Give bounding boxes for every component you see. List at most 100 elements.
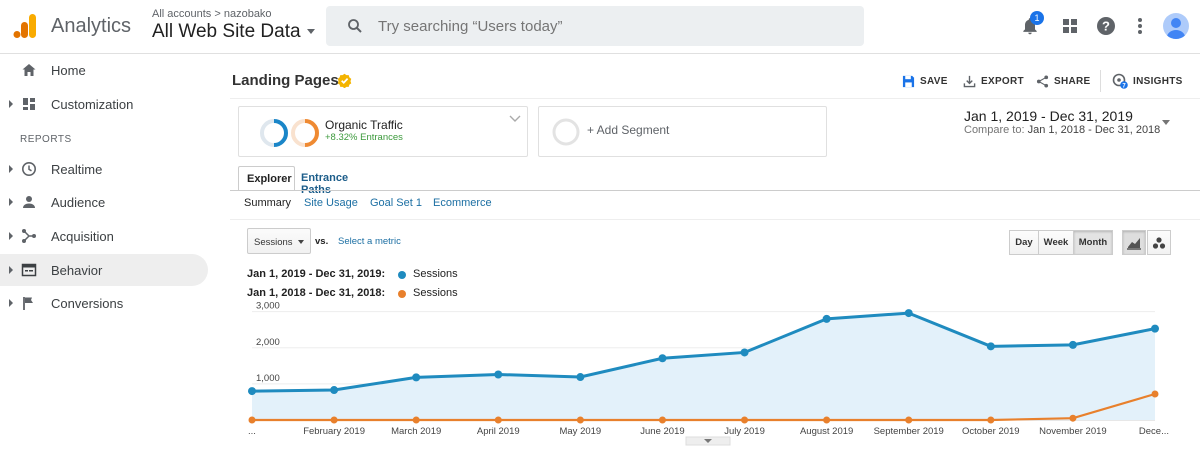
- metric-select-value: Sessions: [254, 237, 293, 248]
- expand-arrow-icon: [9, 266, 13, 274]
- sidebar-item-conversions[interactable]: Conversions: [0, 287, 208, 319]
- expand-arrow-icon: [9, 232, 13, 240]
- data-point-current: [1151, 324, 1159, 333]
- data-point-previous: [905, 416, 913, 424]
- select-metric-link[interactable]: Select a metric: [338, 236, 401, 247]
- data-point-current: [576, 373, 585, 382]
- help-icon: ?: [1097, 17, 1115, 35]
- line-chart-view-button[interactable]: [1122, 230, 1146, 255]
- sidebar-item-label: Conversions: [51, 296, 124, 311]
- sidebar: Home Customization REPORTS Realtime Audi…: [0, 54, 212, 466]
- x-tick-label: April 2019: [477, 426, 520, 437]
- clock-icon: [22, 162, 36, 176]
- sidebar-item-realtime[interactable]: Realtime: [0, 153, 208, 185]
- date-range-caret-icon[interactable]: [1162, 120, 1170, 125]
- account-avatar[interactable]: [1163, 13, 1189, 39]
- x-tick-label: March 2019: [391, 426, 441, 437]
- apps-button[interactable]: [1058, 14, 1082, 38]
- sidebar-item-label: Behavior: [51, 263, 103, 278]
- x-tick-label: Dece...: [1139, 426, 1169, 437]
- legend-series-name: Sessions: [413, 268, 458, 280]
- expand-arrow-icon: [9, 299, 13, 307]
- subtab-site-usage[interactable]: Site Usage: [304, 197, 358, 209]
- compare-range-value: Jan 1, 2018 - Dec 31, 2018: [1027, 124, 1161, 136]
- x-tick-label: July 2019: [724, 426, 765, 437]
- data-point-previous: [987, 416, 995, 424]
- sidebar-item-acquisition[interactable]: Acquisition: [0, 220, 208, 252]
- data-point-current: [740, 348, 749, 357]
- segment-organic-traffic[interactable]: Organic Traffic +8.32% Entrances: [238, 106, 528, 157]
- sidebar-item-audience[interactable]: Audience: [0, 186, 208, 218]
- x-tick-label: May 2019: [559, 426, 601, 437]
- data-point-current: [822, 314, 831, 323]
- sidebar-item-home[interactable]: Home: [0, 54, 208, 86]
- dashboard-icon: [23, 98, 35, 110]
- legend-swatch: [398, 271, 406, 279]
- notification-badge: 1: [1030, 11, 1044, 25]
- share-button[interactable]: SHARE: [1036, 73, 1091, 89]
- chevron-down-icon[interactable]: [509, 115, 521, 123]
- legend-previous: Jan 1, 2018 - Dec 31, 2018: Sessions: [247, 287, 458, 301]
- view-name: All Web Site Data: [152, 21, 301, 42]
- y-tick-label: 3,000: [256, 301, 280, 312]
- sidebar-item-customization[interactable]: Customization: [0, 88, 208, 120]
- flag-icon: [23, 297, 33, 310]
- insights-button[interactable]: 7 INSIGHTS: [1112, 73, 1183, 89]
- subtab-summary[interactable]: Summary: [244, 197, 292, 209]
- subtab-ecommerce[interactable]: Ecommerce: [433, 197, 492, 209]
- top-bar: Analytics All accounts > nazobako All We…: [0, 0, 1200, 54]
- data-point-previous: [823, 416, 831, 424]
- data-point-previous: [494, 416, 502, 424]
- x-tick-label: November 2019: [1039, 426, 1107, 437]
- data-point-previous: [330, 416, 338, 424]
- report-area: Landing Pages SAVE EXPORT SHARE 7 INSIGH…: [230, 54, 1200, 466]
- acquisition-icon: [22, 229, 36, 243]
- export-label: EXPORT: [981, 75, 1024, 87]
- expand-arrow-icon: [9, 165, 13, 173]
- tab-explorer[interactable]: Explorer: [238, 166, 295, 191]
- metric-select[interactable]: Sessions: [247, 228, 311, 254]
- more-options-button[interactable]: [1128, 14, 1152, 38]
- sidebar-item-label: Realtime: [51, 162, 103, 177]
- subtab-goal-set-1[interactable]: Goal Set 1: [370, 197, 422, 209]
- search-box[interactable]: [326, 6, 864, 46]
- sidebar-item-label: Audience: [51, 195, 106, 210]
- chevron-down-icon: [704, 439, 712, 443]
- data-point-current: [412, 373, 421, 382]
- person-avatar-icon: [1166, 18, 1186, 39]
- more-vert-icon: [1138, 18, 1142, 34]
- data-point-current: [1068, 340, 1077, 349]
- save-button[interactable]: SAVE: [902, 73, 948, 89]
- legend-current: Jan 1, 2019 - Dec 31, 2019: Sessions: [247, 268, 458, 282]
- compare-label: Compare to:: [964, 124, 1025, 136]
- insights-label: INSIGHTS: [1133, 75, 1183, 87]
- export-icon: [963, 75, 976, 87]
- add-segment-label: + Add Segment: [587, 123, 670, 137]
- sidebar-item-behavior[interactable]: Behavior: [0, 254, 208, 286]
- export-button[interactable]: EXPORT: [963, 73, 1024, 89]
- view-selector[interactable]: All Web Site Data: [152, 21, 315, 43]
- data-point-previous: [412, 416, 420, 424]
- apps-grid-icon: [1063, 19, 1077, 33]
- series-line-previous: [252, 392, 1156, 422]
- account-breadcrumb[interactable]: All accounts > nazobako: [152, 8, 272, 20]
- data-point-previous: [576, 416, 584, 424]
- notifications-button[interactable]: 1: [1018, 11, 1044, 38]
- data-point-previous: [248, 416, 256, 424]
- segment-name: Organic Traffic: [325, 118, 403, 132]
- y-tick-label: 2,000: [256, 337, 280, 348]
- date-range-picker[interactable]: Jan 1, 2019 - Dec 31, 2019: [964, 108, 1133, 124]
- data-point-current: [248, 387, 256, 396]
- data-point-previous: [658, 416, 666, 424]
- divider: [230, 98, 1200, 99]
- add-segment-button[interactable]: + Add Segment: [538, 106, 827, 157]
- help-button[interactable]: ?: [1094, 14, 1118, 38]
- x-tick-label: August 2019: [800, 426, 853, 437]
- search-input[interactable]: [378, 6, 848, 46]
- svg-text:?: ?: [1102, 19, 1110, 34]
- x-tick-label: October 2019: [962, 426, 1020, 437]
- motion-chart-view-button[interactable]: [1147, 230, 1171, 255]
- share-label: SHARE: [1054, 75, 1091, 87]
- period-month-button[interactable]: Month: [1073, 230, 1113, 255]
- page-title: Landing Pages: [232, 72, 339, 89]
